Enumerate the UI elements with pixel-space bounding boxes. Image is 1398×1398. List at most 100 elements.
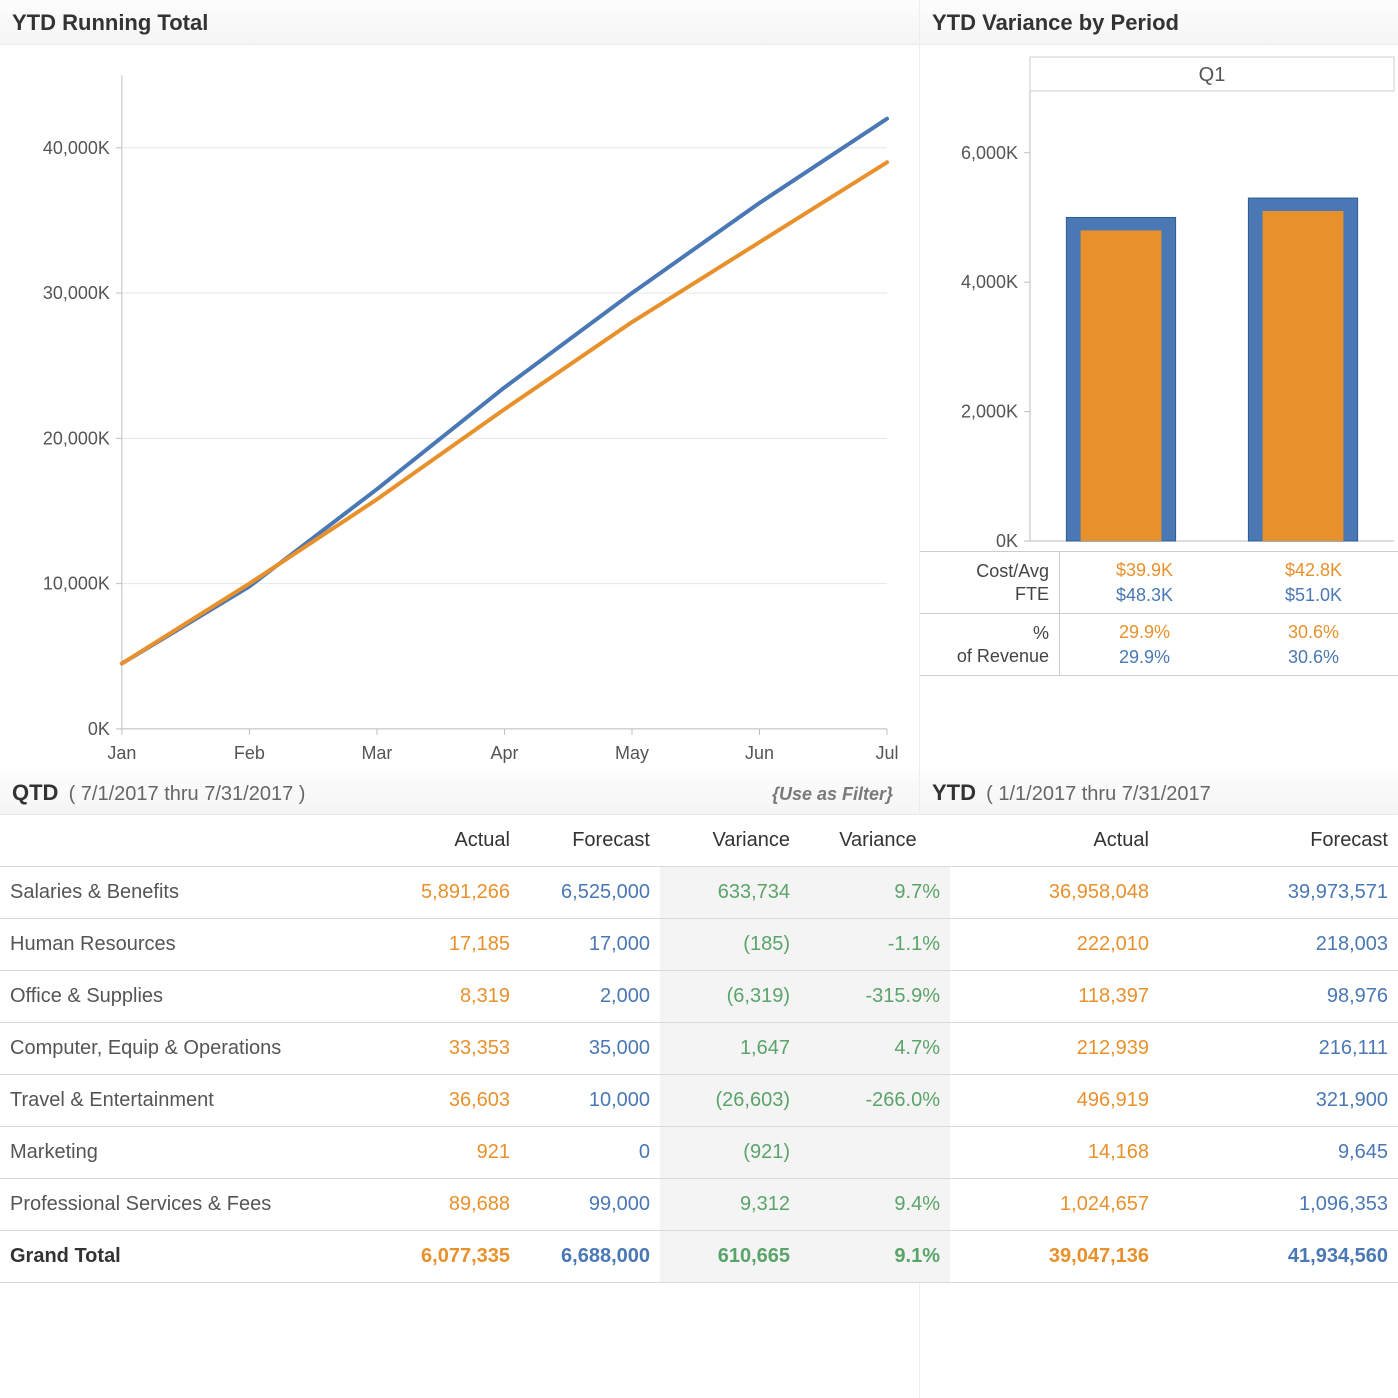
table-row[interactable]: Computer, Equip & Operations 33,353 35,0… xyxy=(0,1023,950,1075)
cell-actual: 1,024,657 xyxy=(920,1179,1159,1231)
qtd-col-header[interactable]: Actual xyxy=(380,815,520,867)
metric-forecast: 29.9% xyxy=(1060,645,1229,670)
bar-actual-0[interactable] xyxy=(1081,230,1162,541)
ytd-running-total-panel: YTD Running Total 0K10,000K20,000K30,000… xyxy=(0,0,920,770)
metric-actual: $42.8K xyxy=(1229,558,1398,583)
cell-forecast: 9,645 xyxy=(1159,1127,1398,1179)
table-row[interactable]: Professional Services & Fees 89,688 99,0… xyxy=(0,1179,950,1231)
cell-actual: 8,319 xyxy=(380,971,520,1023)
row-label: Professional Services & Fees xyxy=(0,1179,380,1231)
cell-actual: 212,939 xyxy=(920,1023,1159,1075)
row-label: Marketing xyxy=(0,1127,380,1179)
svg-text:May: May xyxy=(615,743,649,763)
cell-actual: 5,891,266 xyxy=(380,867,520,919)
metric-label: %of Revenue xyxy=(920,614,1060,675)
cell-actual: 6,077,335 xyxy=(380,1231,520,1283)
cell-forecast: 10,000 xyxy=(520,1075,660,1127)
cell-actual: 39,047,136 xyxy=(920,1231,1159,1283)
svg-text:0K: 0K xyxy=(996,531,1018,551)
table-row[interactable]: 118,397 98,976 xyxy=(920,971,1398,1023)
cell-forecast: 98,976 xyxy=(1159,971,1398,1023)
cell-variance: (6,319) xyxy=(660,971,800,1023)
ytd-variance-panel: YTD Variance by Period Q10K2,000K4,000K6… xyxy=(920,0,1398,770)
cell-actual: 33,353 xyxy=(380,1023,520,1075)
metric-actual: $39.9K xyxy=(1060,558,1229,583)
cell-forecast: 2,000 xyxy=(520,971,660,1023)
qtd-panel: QTD ( 7/1/2017 thru 7/31/2017 ) {Use as … xyxy=(0,770,920,1398)
metric-row: Cost/AvgFTE $39.9K $48.3K $42.8K $51.0K xyxy=(920,552,1398,614)
svg-text:2,000K: 2,000K xyxy=(961,402,1018,422)
svg-text:10,000K: 10,000K xyxy=(43,574,110,594)
cell-actual: 222,010 xyxy=(920,919,1159,971)
svg-text:Q1: Q1 xyxy=(1199,64,1226,86)
ytd-table-subtitle: ( 1/1/2017 thru 7/31/2017 xyxy=(986,783,1211,805)
cell-actual: 89,688 xyxy=(380,1179,520,1231)
bar-chart[interactable]: Q10K2,000K4,000K6,000K xyxy=(920,45,1398,551)
row-label: Grand Total xyxy=(0,1231,380,1283)
qtd-table[interactable]: ActualForecastVarianceVariance % Salarie… xyxy=(0,815,950,1283)
cell-actual: 14,168 xyxy=(920,1127,1159,1179)
row-label: Computer, Equip & Operations xyxy=(0,1023,380,1075)
cell-variance: (185) xyxy=(660,919,800,971)
ytd-col-header[interactable]: Forecast xyxy=(1159,815,1398,867)
grand-total-row[interactable]: Grand Total 6,077,335 6,688,000 610,665 … xyxy=(0,1231,950,1283)
line-series-actual[interactable] xyxy=(122,162,887,663)
line-chart[interactable]: 0K10,000K20,000K30,000K40,000KJanFebMarA… xyxy=(0,45,919,785)
line-series-forecast[interactable] xyxy=(122,119,887,664)
table-row[interactable]: Office & Supplies 8,319 2,000 (6,319) -3… xyxy=(0,971,950,1023)
table-row[interactable]: 14,168 9,645 xyxy=(920,1127,1398,1179)
ytd-running-total-title: YTD Running Total xyxy=(0,0,919,45)
qtd-subtitle: ( 7/1/2017 thru 7/31/2017 ) xyxy=(69,783,306,805)
metric-cell: $42.8K $51.0K xyxy=(1229,554,1398,612)
row-label: Salaries & Benefits xyxy=(0,867,380,919)
row-label: Travel & Entertainment xyxy=(0,1075,380,1127)
cell-variance: (26,603) xyxy=(660,1075,800,1127)
cell-variance: 9,312 xyxy=(660,1179,800,1231)
svg-text:Jun: Jun xyxy=(745,743,774,763)
table-row[interactable]: 496,919 321,900 xyxy=(920,1075,1398,1127)
table-row[interactable]: Human Resources 17,185 17,000 (185) -1.1… xyxy=(0,919,950,971)
cell-actual: 496,919 xyxy=(920,1075,1159,1127)
bar-actual-1[interactable] xyxy=(1263,211,1344,541)
svg-text:6,000K: 6,000K xyxy=(961,143,1018,163)
cell-actual: 36,603 xyxy=(380,1075,520,1127)
row-label: Office & Supplies xyxy=(0,971,380,1023)
metric-row: %of Revenue 29.9% 29.9% 30.6% 30.6% xyxy=(920,614,1398,676)
svg-text:Mar: Mar xyxy=(361,743,392,763)
svg-text:Apr: Apr xyxy=(490,743,518,763)
cell-forecast: 99,000 xyxy=(520,1179,660,1231)
ytd-col-header[interactable]: Actual xyxy=(920,815,1159,867)
metric-forecast: 30.6% xyxy=(1229,645,1398,670)
cell-variance: 633,734 xyxy=(660,867,800,919)
cell-variance: (921) xyxy=(660,1127,800,1179)
grand-total-row[interactable]: 39,047,136 41,934,560 xyxy=(920,1231,1398,1283)
cell-variance: 610,665 xyxy=(660,1231,800,1283)
qtd-col-header[interactable]: Variance xyxy=(660,815,800,867)
qtd-col-blank xyxy=(0,815,380,867)
table-row[interactable]: 222,010 218,003 xyxy=(920,919,1398,971)
table-row[interactable]: Travel & Entertainment 36,603 10,000 (26… xyxy=(0,1075,950,1127)
metric-cell: 30.6% 30.6% xyxy=(1229,616,1398,674)
metric-cell: $39.9K $48.3K xyxy=(1060,554,1229,612)
ytd-table[interactable]: ActualForecast 36,958,048 39,973,571 222… xyxy=(920,815,1398,1283)
use-as-filter-hint[interactable]: {Use as Filter} xyxy=(772,784,907,805)
variance-metrics: Cost/AvgFTE $39.9K $48.3K $42.8K $51.0K … xyxy=(920,551,1398,676)
table-row[interactable]: 212,939 216,111 xyxy=(920,1023,1398,1075)
table-row[interactable]: 1,024,657 1,096,353 xyxy=(920,1179,1398,1231)
cell-forecast: 39,973,571 xyxy=(1159,867,1398,919)
svg-text:Jan: Jan xyxy=(107,743,136,763)
cell-actual: 118,397 xyxy=(920,971,1159,1023)
metric-cell: 29.9% 29.9% xyxy=(1060,616,1229,674)
cell-forecast: 321,900 xyxy=(1159,1075,1398,1127)
qtd-col-header[interactable]: Forecast xyxy=(520,815,660,867)
metric-forecast: $48.3K xyxy=(1060,583,1229,608)
cell-forecast: 17,000 xyxy=(520,919,660,971)
table-row[interactable]: 36,958,048 39,973,571 xyxy=(920,867,1398,919)
svg-text:30,000K: 30,000K xyxy=(43,283,110,303)
metric-forecast: $51.0K xyxy=(1229,583,1398,608)
table-row[interactable]: Salaries & Benefits 5,891,266 6,525,000 … xyxy=(0,867,950,919)
metric-actual: 30.6% xyxy=(1229,620,1398,645)
svg-text:Feb: Feb xyxy=(234,743,265,763)
table-row[interactable]: Marketing 921 0 (921) xyxy=(0,1127,950,1179)
row-label: Human Resources xyxy=(0,919,380,971)
